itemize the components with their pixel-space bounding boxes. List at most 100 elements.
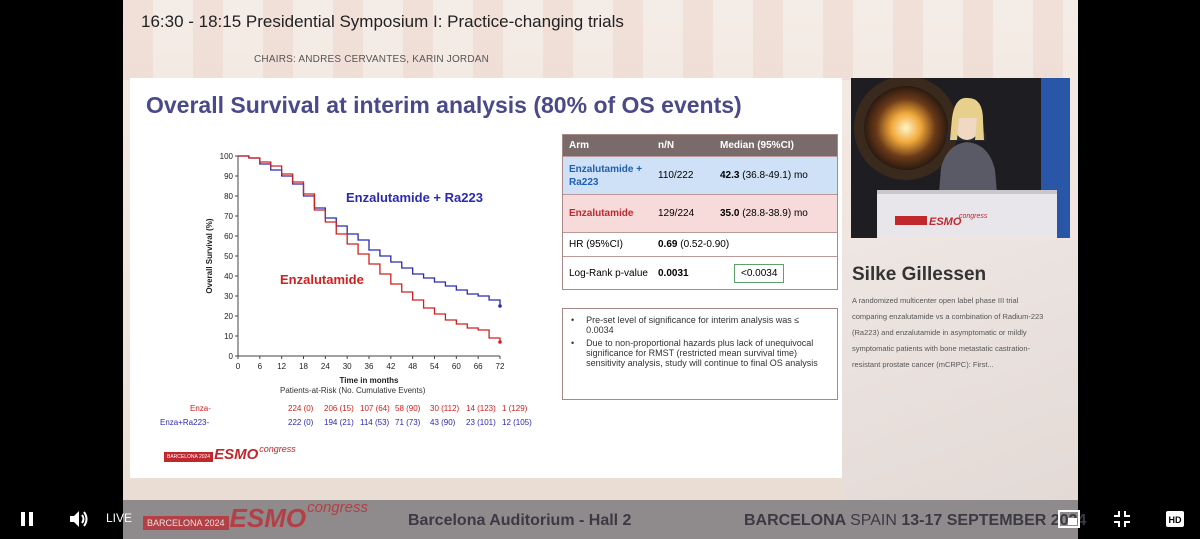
stats-combo-nn: 110/222 (658, 170, 694, 181)
y-tick-label: 30 (224, 292, 233, 301)
x-tick-label: 0 (236, 362, 241, 371)
y-tick-label: 0 (229, 352, 234, 361)
stats-enza-median-value: 35.0 (720, 208, 740, 219)
volume-icon[interactable] (68, 509, 90, 529)
speaker-video: ESMO congress (851, 78, 1070, 238)
y-tick-label: 10 (224, 332, 233, 341)
risk-cell: 58 (90) (395, 404, 421, 413)
x-tick-label: 60 (452, 362, 461, 371)
letterbox-right (1078, 0, 1200, 500)
y-tick-label: 80 (224, 192, 233, 201)
speaker-card (842, 240, 1078, 500)
stats-enza-median: 35.0 (28.8-38.9) mo (720, 208, 837, 219)
note-text: Pre-set level of significance for interi… (586, 315, 800, 336)
note-item: • Pre-set level of significance for inter… (571, 315, 829, 336)
risk-cell: 222 (0) (288, 418, 314, 427)
risk-cell: 114 (53) (360, 418, 390, 427)
series-label-combo: Enzalutamide + Ra223 (346, 190, 483, 205)
event-dates: 13-17 SEPTEMBER 2024 (901, 512, 1087, 529)
stats-header-arm: Arm (569, 140, 590, 151)
stats-combo-median: 42.3 (36.8-49.1) mo (720, 170, 837, 181)
risk-cell: 1 (129) (502, 404, 528, 413)
bottom-band (123, 500, 1078, 539)
km-survival-chart: 0 10 20 30 40 50 60 70 80 90 100 0 6 12 18 24 30 36 42 48 54… (205, 152, 505, 385)
x-tick-label: 24 (321, 362, 330, 371)
stats-hr-value: 0.69 (0.52-0.90) (658, 239, 837, 250)
stats-header-nn: n/N (658, 140, 675, 151)
hd-icon[interactable]: HD (1165, 509, 1185, 529)
series-line-enza (238, 155, 501, 342)
x-tick-label: 18 (299, 362, 308, 371)
logo-barcelona-box: BARCELONA 2024 (164, 452, 214, 462)
speaker-image: ESMO congress (851, 78, 1070, 238)
risk-row-label: Enza- (190, 404, 211, 413)
x-tick-label: 72 (496, 362, 505, 371)
live-indicator: LIVE (106, 511, 133, 525)
x-tick-label: 30 (343, 362, 352, 371)
presentation-slide: Overall Survival at interim analysis (80… (130, 78, 842, 478)
risk-table-header: Patients-at-Risk (No. Cumulative Events) (280, 386, 426, 395)
stats-enza-ci: (28.8-38.9) mo (739, 208, 808, 219)
x-tick-label: 36 (365, 362, 374, 371)
risk-cell: 107 (64) (360, 404, 390, 413)
speaker-abstract: A randomized multicenter open label phas… (852, 296, 1044, 369)
venue-location: Barcelona Auditorium - Hall 2 (408, 512, 632, 529)
letterbox-left (0, 0, 123, 500)
slide-title: Overall Survival at interim analysis (80… (146, 92, 742, 118)
stats-logrank-label: Log-Rank p-value (569, 267, 648, 279)
series-end-point (498, 304, 502, 308)
svg-text:ESMO: ESMO (929, 216, 962, 228)
event-city: BARCELONA (744, 512, 846, 529)
exit-fullscreen-icon[interactable] (1112, 509, 1132, 529)
stats-table: Arm n/N Median (95%CI) Enzalutamide + Ra… (562, 134, 838, 290)
stats-row-combo: Enzalutamide + Ra223 110/222 42.3 (36.8-… (563, 157, 837, 195)
session-title: 16:30 - 18:15 Presidential Symposium I: … (141, 12, 624, 31)
risk-cell: 23 (101) (466, 418, 496, 427)
x-axis-label: Time in months (340, 376, 400, 385)
series-label-enza: Enzalutamide (280, 272, 364, 287)
x-tick-label: 54 (430, 362, 439, 371)
stats-hr-ci: (0.52-0.90) (677, 239, 730, 250)
stats-logrank-threshold: <0.0034 (734, 263, 785, 283)
logo-congress-text: congress (307, 499, 368, 516)
note-text: Due to non-proportional hazards plus lac… (586, 337, 818, 369)
risk-cell: 14 (123) (466, 404, 496, 413)
logo-esmo-text: ESMO (229, 503, 307, 533)
pause-icon[interactable] (18, 510, 36, 528)
x-tick-label: 66 (474, 362, 483, 371)
x-tick-label: 48 (408, 362, 417, 371)
pip-icon[interactable] (1058, 510, 1080, 528)
y-tick-label: 90 (224, 172, 233, 181)
session-chairs: CHAIRS: ANDRES CERVANTES, KARIN JORDAN (254, 54, 490, 65)
risk-cell: 12 (105) (502, 418, 532, 427)
stats-hr-label: HR (95%CI) (569, 239, 623, 250)
risk-row-label: Enza+Ra223- (160, 418, 210, 427)
risk-cell: 206 (15) (324, 404, 354, 413)
stats-combo-ci: (36.8-49.1) mo (739, 170, 808, 181)
risk-cell: 71 (73) (395, 418, 421, 427)
series-line-combo (238, 155, 501, 306)
stats-header-row: Arm n/N Median (95%CI) (563, 135, 837, 157)
band-esmo-logo: BARCELONA 2024 ESMO congress (143, 499, 368, 533)
y-tick-label: 70 (224, 212, 233, 221)
stats-combo-median-value: 42.3 (720, 170, 740, 181)
stats-row-logrank: Log-Rank p-value 0.0031 <0.0034 (563, 257, 837, 289)
risk-cell: 30 (112) (430, 404, 460, 413)
x-tick-label: 6 (258, 362, 263, 371)
stats-hr-number: 0.69 (658, 239, 678, 250)
notes-box: • Pre-set level of significance for inter… (562, 308, 838, 400)
speaker-name: Silke Gillessen (852, 264, 987, 285)
y-tick-label: 20 (224, 312, 233, 321)
stats-logrank-threshold-cell: <0.0034 (720, 263, 837, 283)
risk-cell: 224 (0) (288, 404, 314, 413)
stats-logrank-value: 0.0031 (658, 267, 689, 279)
risk-cell: 43 (90) (430, 418, 456, 427)
stats-header-median: Median (95%CI) (720, 140, 794, 151)
event-city-dates: BARCELONA SPAIN 13-17 SEPTEMBER 2024 (744, 512, 1086, 530)
stats-enza-nn: 129/224 (658, 208, 695, 219)
y-tick-label: 60 (224, 232, 233, 241)
event-country: SPAIN (850, 512, 897, 529)
y-tick-label: 100 (220, 152, 234, 161)
y-tick-label: 40 (224, 272, 233, 281)
